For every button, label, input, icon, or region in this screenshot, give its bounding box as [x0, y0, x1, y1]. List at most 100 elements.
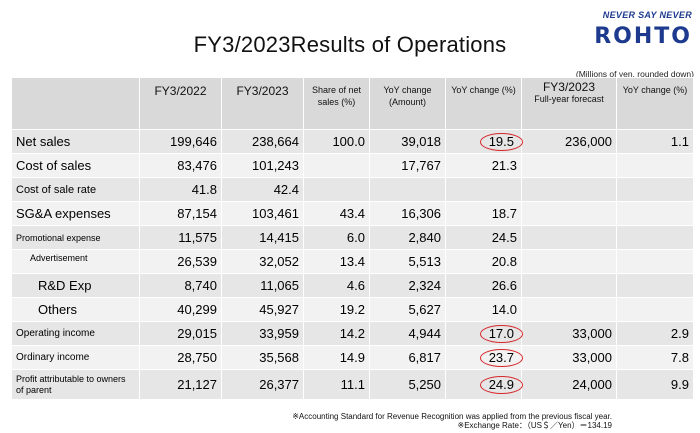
cell-forecast	[521, 249, 617, 274]
cell-forecast-yoy: 1.1	[616, 129, 694, 154]
footnote-accounting: ※Accounting Standard for Revenue Recogni…	[292, 412, 612, 421]
cell-fy23: 14,415	[221, 225, 304, 250]
cell-forecast-yoy	[616, 225, 694, 250]
cell-forecast-yoy: 7.8	[616, 345, 694, 370]
cell-yoy-amount: 6,817	[369, 345, 446, 370]
header-fy2023: FY3/2023	[221, 77, 304, 130]
highlight-circle: 17.0	[479, 324, 523, 343]
table-row: Ordinary income 28,750 35,568 14.9 6,817…	[11, 345, 694, 370]
cell-fy22: 11,575	[139, 225, 222, 250]
cell-fy23: 238,664	[221, 129, 304, 154]
header-forecast-sub: Full-year forecast	[534, 94, 604, 104]
row-label: SG&A expenses	[11, 201, 140, 226]
table-header-row: FY3/2022 FY3/2023 Share of net sales (%)…	[11, 77, 694, 130]
cell-forecast: 236,000	[521, 129, 617, 154]
page-title: FY3/2023Results of Operations	[193, 32, 507, 57]
row-label: Ordinary income	[11, 345, 140, 370]
header-yoy-pct: YoY change (%)	[445, 77, 522, 130]
cell-fy23: 26,377	[221, 369, 304, 400]
row-label: Cost of sale rate	[11, 177, 140, 202]
cell-yoy-amount: 5,627	[369, 297, 446, 322]
cell-fy23: 101,243	[221, 153, 304, 178]
cell-share: 43.4	[303, 201, 370, 226]
cell-yoy-pct: 18.7	[445, 201, 522, 226]
cell-fy23: 103,461	[221, 201, 304, 226]
table-row: Cost of sale rate 41.8 42.4	[11, 177, 694, 202]
units-note: (Millions of yen, rounded down)	[575, 69, 694, 79]
logo-tagline: NEVER SAY NEVER	[602, 10, 692, 20]
cell-yoy-amount: 2,324	[369, 273, 446, 298]
row-label: Profit attributable to owners of parent	[11, 369, 140, 400]
row-label: Others	[11, 297, 140, 322]
cell-yoy-pct: 24.9	[445, 369, 523, 400]
table-row: Operating income 29,015 33,959 14.2 4,94…	[11, 321, 694, 346]
cell-share: 14.9	[303, 345, 370, 370]
cell-fy22: 40,299	[139, 297, 222, 322]
cell-yoy-pct	[445, 177, 522, 202]
cell-forecast-yoy	[616, 297, 694, 322]
header-blank	[11, 77, 140, 130]
cell-yoy-amount: 2,840	[369, 225, 446, 250]
row-label: R&D Exp	[11, 273, 140, 298]
cell-forecast-yoy	[616, 201, 694, 226]
cell-fy22: 83,476	[139, 153, 222, 178]
cell-yoy-pct: 14.0	[445, 297, 522, 322]
header-forecast: FY3/2023 Full-year forecast	[521, 77, 617, 130]
cell-forecast	[521, 273, 617, 298]
cell-forecast-yoy	[616, 153, 694, 178]
cell-share	[303, 153, 370, 178]
cell-yoy-pct: 20.8	[445, 249, 522, 274]
cell-fy23: 45,927	[221, 297, 304, 322]
table-row: R&D Exp 8,740 11,065 4.6 2,324 26.6	[11, 273, 694, 298]
header-fy2022: FY3/2022	[139, 77, 222, 130]
row-label: Operating income	[11, 321, 140, 346]
table-row: Advertisement 26,539 32,052 13.4 5,513 2…	[11, 249, 694, 274]
cell-fy22: 87,154	[139, 201, 222, 226]
cell-yoy-amount: 16,306	[369, 201, 446, 226]
cell-yoy-amount	[369, 177, 446, 202]
cell-forecast-yoy	[616, 273, 694, 298]
cell-forecast-yoy	[616, 249, 694, 274]
cell-yoy-pct: 21.3	[445, 153, 522, 178]
header-yoy-amount: YoY change (Amount)	[369, 77, 446, 130]
cell-share	[303, 177, 370, 202]
cell-forecast	[521, 177, 617, 202]
cell-share: 4.6	[303, 273, 370, 298]
cell-share: 6.0	[303, 225, 370, 250]
footnote-exchange-rate: ※Exchange Rate：（US＄／Yen）＝134.19	[457, 421, 613, 430]
cell-yoy-pct: 26.6	[445, 273, 522, 298]
highlight-circle: 23.7	[479, 348, 523, 367]
cell-yoy-amount: 5,250	[369, 369, 446, 400]
row-label: Cost of sales	[11, 153, 140, 178]
cell-fy23: 11,065	[221, 273, 304, 298]
results-table: FY3/2022 FY3/2023 Share of net sales (%)…	[11, 77, 694, 400]
cell-fy22: 21,127	[139, 369, 222, 400]
header-forecast-year: FY3/2023	[542, 80, 596, 94]
cell-fy22: 199,646	[139, 129, 222, 154]
highlight-circle: 24.9	[479, 375, 523, 394]
cell-fy22: 8,740	[139, 273, 222, 298]
cell-forecast-yoy: 2.9	[616, 321, 694, 346]
cell-forecast: 33,000	[521, 321, 617, 346]
table-row: Net sales 199,646 238,664 100.0 39,018 1…	[11, 129, 694, 154]
cell-yoy-pct: 19.5	[445, 129, 523, 154]
cell-forecast-yoy: 9.9	[616, 369, 694, 400]
cell-fy22: 41.8	[139, 177, 222, 202]
table-row: Cost of sales 83,476 101,243 17,767 21.3	[11, 153, 694, 178]
row-label: Advertisement	[11, 249, 140, 274]
cell-forecast: 24,000	[521, 369, 617, 400]
cell-forecast	[521, 153, 617, 178]
cell-fy22: 29,015	[139, 321, 222, 346]
cell-share: 100.0	[303, 129, 370, 154]
company-logo: NEVER SAY NEVER ROHTO	[572, 10, 692, 49]
cell-forecast	[521, 225, 617, 250]
cell-forecast	[521, 201, 617, 226]
table-row: Profit attributable to owners of parent …	[11, 369, 694, 400]
cell-fy23: 42.4	[221, 177, 304, 202]
highlight-circle: 19.5	[479, 132, 523, 151]
cell-fy22: 26,539	[139, 249, 222, 274]
cell-yoy-amount: 5,513	[369, 249, 446, 274]
table-row: Others 40,299 45,927 19.2 5,627 14.0	[11, 297, 694, 322]
table-row: Promotional expense 11,575 14,415 6.0 2,…	[11, 225, 694, 250]
cell-fy23: 32,052	[221, 249, 304, 274]
